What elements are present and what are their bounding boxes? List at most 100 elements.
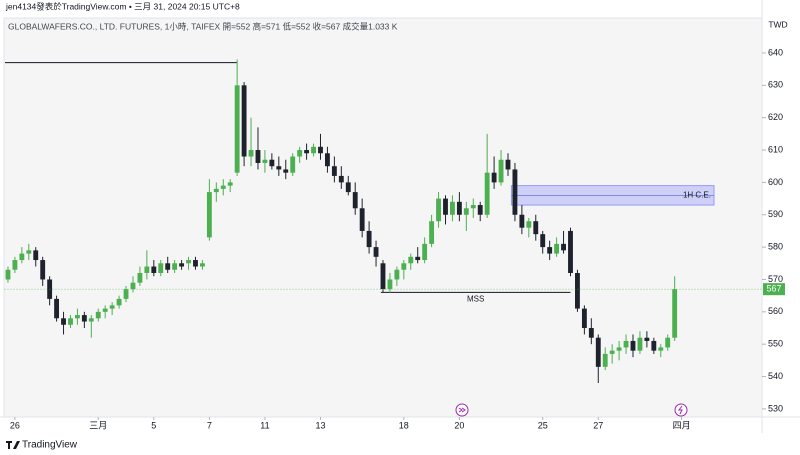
candle-body — [88, 318, 94, 322]
candle-body — [595, 337, 601, 367]
x-tick-label: 5 — [151, 420, 156, 430]
candle-body — [540, 234, 546, 248]
candle-body — [575, 272, 580, 309]
candle-body — [602, 353, 608, 367]
candle-body — [387, 279, 393, 290]
candle-body — [352, 192, 358, 209]
candle-body — [616, 347, 622, 351]
candle-body — [241, 85, 247, 157]
candle-body — [456, 201, 462, 215]
candle-body — [276, 166, 282, 170]
publish-info: jen4134發表於TradingView.com • 三月 31, 2024 … — [5, 1, 240, 11]
candle-body — [318, 146, 323, 154]
currency: TWD — [768, 19, 787, 29]
tradingview-logo — [6, 441, 20, 449]
candle-body — [443, 198, 448, 215]
y-tick-label: 570 — [768, 274, 783, 284]
candle-body — [568, 230, 573, 273]
candle-body — [533, 221, 539, 235]
candle-body — [331, 166, 337, 176]
candle-body — [179, 263, 185, 267]
candle-body — [227, 182, 233, 186]
candle-body — [380, 263, 386, 290]
icon-flash[interactable] — [674, 403, 688, 417]
candle-body — [484, 172, 490, 215]
candle-body — [450, 201, 455, 215]
y-tick-label: 550 — [768, 339, 783, 349]
y-tick-label: 640 — [768, 47, 783, 57]
candle-body — [519, 214, 525, 228]
candle-body — [408, 256, 414, 264]
candle-body — [269, 159, 275, 167]
logo-mark — [6, 441, 20, 449]
candle-body — [422, 243, 428, 261]
candle-body — [561, 243, 566, 251]
candle-body — [68, 318, 73, 325]
candle-body — [311, 146, 316, 154]
candle-body — [609, 350, 615, 354]
y-tick-label: 580 — [768, 241, 783, 251]
candle-body — [505, 159, 511, 170]
candle-body — [373, 247, 379, 257]
candle-body — [262, 159, 268, 163]
candle-body — [429, 221, 435, 244]
x-tick-label: 25 — [538, 420, 548, 430]
candle-body — [5, 269, 11, 280]
candle-body — [491, 172, 497, 183]
candle-body — [401, 263, 407, 270]
candle-body — [526, 221, 532, 228]
candle-body — [324, 153, 330, 167]
x-tick-label: 26 — [10, 420, 20, 430]
candle-body — [123, 289, 129, 299]
candle-body — [366, 230, 372, 248]
candle-body — [297, 150, 303, 157]
last-price-badge — [763, 283, 785, 296]
y-tick-label: 560 — [768, 306, 783, 316]
event-icon-glyph — [458, 407, 466, 413]
candle-body — [213, 188, 219, 193]
y-tick-label: 630 — [768, 80, 783, 90]
candle-body — [498, 159, 504, 183]
candle-body — [158, 263, 164, 273]
candle-body — [630, 340, 636, 351]
candle-body — [338, 175, 344, 183]
candle-body — [220, 185, 226, 189]
candle-body — [547, 247, 553, 254]
candle-body — [193, 260, 198, 267]
candle-body — [658, 347, 664, 351]
y-tick-label: 590 — [768, 209, 783, 219]
candle-body — [588, 328, 594, 338]
symbol-legend: GLOBALWAFERS.CO., LTD. FUTURES, 1小時, TAI… — [8, 21, 398, 31]
candle-body — [40, 260, 46, 280]
candle-body — [137, 272, 143, 283]
candle-body — [651, 340, 657, 351]
candle-body — [463, 208, 469, 215]
candle-body — [665, 337, 671, 348]
candle-body — [95, 311, 101, 319]
candle-body — [581, 308, 587, 329]
candle-body — [26, 250, 32, 254]
candle-body — [151, 266, 157, 273]
y-tick-label: 540 — [768, 371, 783, 381]
candle-body — [644, 337, 650, 341]
candle-body — [61, 318, 66, 325]
candle-body — [672, 289, 678, 338]
candle-body — [144, 266, 150, 273]
event-icon-glyph — [678, 405, 683, 415]
x-tick-label: 四月 — [673, 420, 691, 430]
candle-body — [19, 253, 25, 261]
candle-body — [12, 260, 18, 270]
x-tick-label: 11 — [260, 420, 269, 430]
icon-replay[interactable] — [455, 403, 469, 417]
candle-body — [172, 263, 178, 270]
candle-body — [477, 205, 483, 215]
x-tick-label: 18 — [399, 420, 409, 430]
candle-body — [359, 208, 365, 231]
candle-body — [234, 85, 240, 173]
candle-body — [186, 260, 191, 264]
candle-body — [290, 156, 296, 173]
candle-body — [33, 250, 39, 261]
candle-body — [54, 298, 60, 319]
mss-label: MSS — [467, 295, 484, 304]
